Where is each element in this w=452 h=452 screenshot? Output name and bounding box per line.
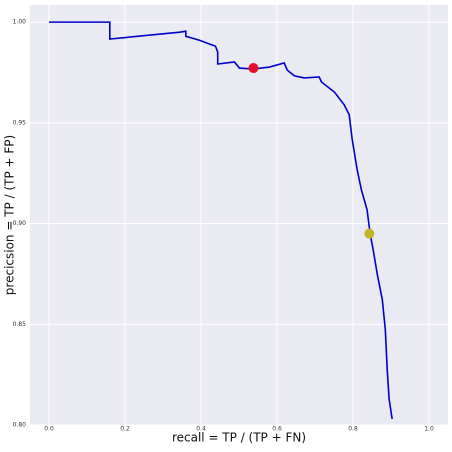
x-tick-label: 0.4 (196, 426, 206, 433)
threshold-marker (248, 63, 259, 74)
y-tick-label: 0.95 (13, 119, 27, 126)
x-tick-label: 0.6 (272, 426, 282, 433)
y-tick-label: 1.00 (13, 19, 27, 26)
y-tick-label: 0.80 (13, 422, 27, 429)
x-tick-label: 0.8 (348, 426, 358, 433)
x-tick-label: 0.2 (120, 426, 130, 433)
x-tick-label: 0.0 (44, 426, 54, 433)
plot-area (30, 5, 448, 425)
threshold-marker (364, 228, 375, 239)
y-tick-label: 0.90 (13, 220, 27, 227)
y-tick-label: 0.85 (13, 321, 27, 328)
y-axis-label: precicsion = TP / (TP + FP) (3, 135, 17, 295)
x-tick-label: 1.0 (424, 426, 434, 433)
curve (49, 21, 393, 420)
x-axis-label: recall = TP / (TP + FN) (172, 431, 306, 445)
